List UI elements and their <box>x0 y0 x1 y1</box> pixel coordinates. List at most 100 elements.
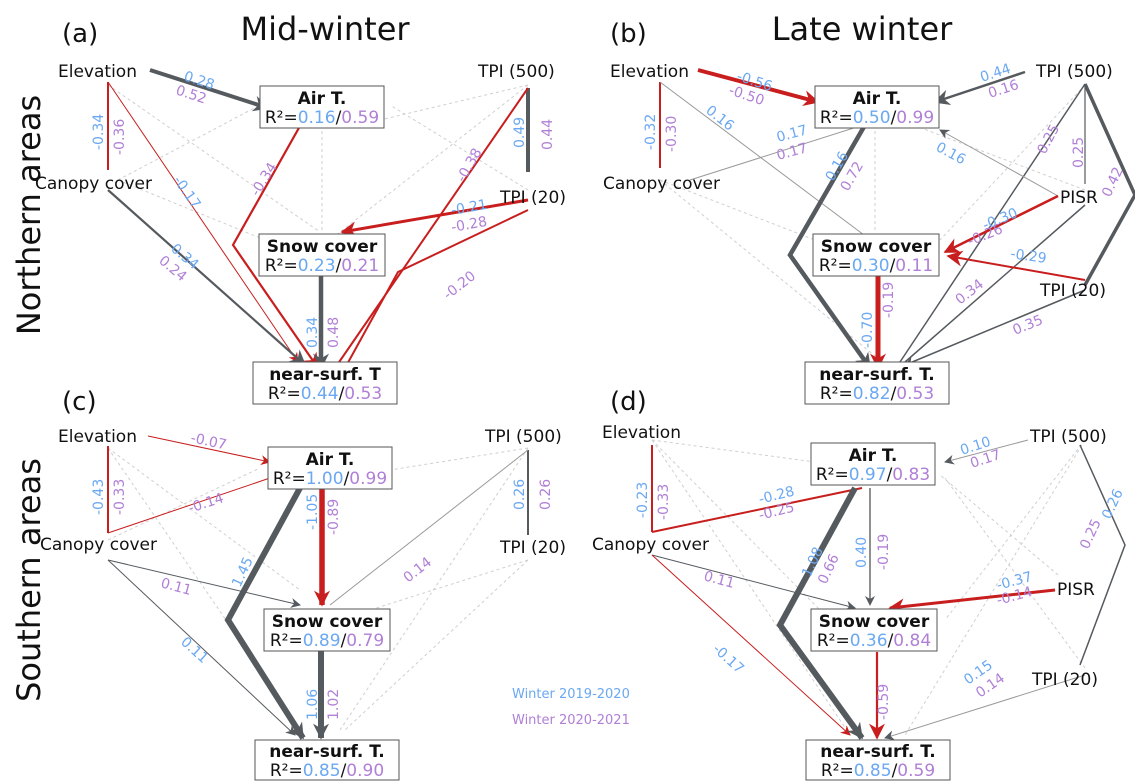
path-pisr-to-airt <box>939 129 1059 197</box>
r2-value: R²=0.30/0.11 <box>819 256 933 276</box>
coef-label: -0.33 <box>656 484 672 520</box>
path-tpi20-to-snowcover <box>340 198 529 238</box>
panel-label: (a) <box>62 19 98 49</box>
box-title: Air T. <box>849 446 898 466</box>
r2-value: R²=0.50/0.99 <box>820 108 934 128</box>
var-tpi20: TPI (20) <box>499 188 566 208</box>
r2-value: R²=0.23/0.21 <box>265 256 379 276</box>
var-elevation: Elevation <box>58 62 137 82</box>
coef-label: -0.17 <box>709 641 747 677</box>
box-air-t: Air T. R²=0.50/0.99 <box>814 85 940 129</box>
path-tpi500-to-airt <box>933 70 1026 106</box>
path-canopy-to-airt <box>689 125 861 181</box>
coef-label: 0.42 <box>1099 165 1127 200</box>
coef-label: 0.26 <box>538 479 554 510</box>
coef-label: 0.14 <box>401 554 435 586</box>
path-elevation-to-surft <box>107 81 299 363</box>
box-near-surf-t: near-surf. T R²=0.44/0.53 <box>252 361 398 405</box>
coef-label: 0.49 <box>512 117 528 148</box>
coef-label: 0.34 <box>305 317 321 348</box>
path-pisr-to-surft <box>904 204 1086 363</box>
coef-label: -0.34 <box>91 114 107 150</box>
panel-d: (d) Elevation Canopy cover TPI (500) PIS… <box>592 387 1127 781</box>
coef-label: -0.34 <box>248 160 281 199</box>
box-title: Snow cover <box>819 612 930 632</box>
coef-label: -0.33 <box>112 479 128 515</box>
legend-series-2019-2020: Winter 2019-2020 <box>512 687 630 702</box>
var-pisr: PISR <box>1060 188 1098 208</box>
coef-label: -0.19 <box>876 534 892 570</box>
r2-value: R²=1.00/0.99 <box>273 469 387 489</box>
coef-label: 0.40 <box>854 537 870 568</box>
coef-label: -0.36 <box>112 119 128 155</box>
r2-value: R²=0.82/0.53 <box>820 384 934 404</box>
coef-label: 0.16 <box>703 103 737 135</box>
coef-label: 0.48 <box>326 317 342 348</box>
panel-label: (b) <box>610 19 647 49</box>
path-pisr-to-snowcover <box>888 588 1056 615</box>
path-canopy-to-snowcover <box>651 554 856 611</box>
path-airt-to-surft <box>776 486 865 740</box>
coef-label: -0.30 <box>664 116 680 152</box>
path-tpi20-to-surft <box>884 674 1086 741</box>
coef-label: -0.21 <box>450 197 488 219</box>
box-air-t: Air T. R²=1.00/0.99 <box>267 446 393 490</box>
var-tpi500: TPI (500) <box>1035 62 1113 82</box>
coef-label: -0.32 <box>643 114 659 150</box>
var-elevation: Elevation <box>610 62 689 82</box>
coef-label: -0.14 <box>186 490 225 516</box>
legend-series-2020-2021: Winter 2020-2021 <box>512 713 630 728</box>
var-canopy-cover: Canopy cover <box>603 174 720 194</box>
box-title: near-surf. T. <box>820 742 935 762</box>
box-air-t: Air T. R²=0.97/0.83 <box>810 442 936 486</box>
var-canopy-cover: Canopy cover <box>40 535 157 555</box>
path-tpi500-to-snowcover <box>329 449 529 606</box>
coef-label: -0.28 <box>450 214 488 236</box>
box-snow-cover: Snow cover R²=0.30/0.11 <box>812 233 940 277</box>
coef-label: 0.25 <box>1071 137 1087 168</box>
box-title: near-surf. T. <box>269 742 384 762</box>
path-tpi500-to-tpi20 <box>1079 444 1126 666</box>
coef-label: -0.43 <box>91 479 107 515</box>
path-elevation-to-airt <box>149 68 270 112</box>
box-title: Snow cover <box>267 237 378 257</box>
coef-label: -0.70 <box>860 312 876 348</box>
path-canopy-to-surft <box>107 189 307 367</box>
path-tpi20-to-surft <box>904 289 1086 367</box>
r2-value: R²=0.16/0.59 <box>265 108 379 128</box>
box-air-t: Air T. R²=0.16/0.59 <box>259 85 385 129</box>
coef-label: 0.17 <box>775 122 809 146</box>
coef-label: 0.11 <box>177 634 211 667</box>
path-airt-to-surft <box>787 123 872 370</box>
coef-label: -0.59 <box>876 684 892 720</box>
box-title: Snow cover <box>272 612 383 632</box>
coef-label: -0.17 <box>170 173 204 212</box>
var-elevation: Elevation <box>602 423 681 443</box>
coef-label: 0.11 <box>159 575 193 599</box>
box-snow-cover: Snow cover R²=0.89/0.79 <box>263 608 391 652</box>
r2-value: R²=0.85/0.59 <box>821 761 935 781</box>
r2-value: R²=0.85/0.90 <box>270 761 384 781</box>
coef-label: -1.05 <box>305 494 321 530</box>
box-title: Air T. <box>298 89 347 109</box>
path-elevation-to-snowcover <box>659 81 869 239</box>
r2-value: R²=0.44/0.53 <box>268 384 382 404</box>
coef-label: 0.26 <box>512 479 528 510</box>
row-title-southern: Southern areas <box>10 458 48 702</box>
coef-label: 0.26 <box>1099 487 1127 522</box>
coef-label: -0.20 <box>441 268 479 303</box>
coef-label: -0.89 <box>326 499 342 535</box>
coef-label: 0.11 <box>702 568 736 592</box>
coef-label: 0.16 <box>933 139 968 168</box>
path-tpi500-to-surft <box>899 83 1086 363</box>
coef-label: 1.06 <box>305 689 321 720</box>
path-canopy-to-airt <box>107 477 271 534</box>
box-title: Snow cover <box>821 237 932 257</box>
coef-label: 0.17 <box>775 140 809 164</box>
path-tpi500-to-surft <box>334 87 529 369</box>
r2-value: R²=0.89/0.79 <box>270 631 384 651</box>
var-tpi20: TPI (20) <box>499 538 566 558</box>
panel-label: (c) <box>62 387 97 417</box>
row-title-northern: Northern areas <box>10 95 48 335</box>
nonsignificant-paths <box>651 439 1086 736</box>
